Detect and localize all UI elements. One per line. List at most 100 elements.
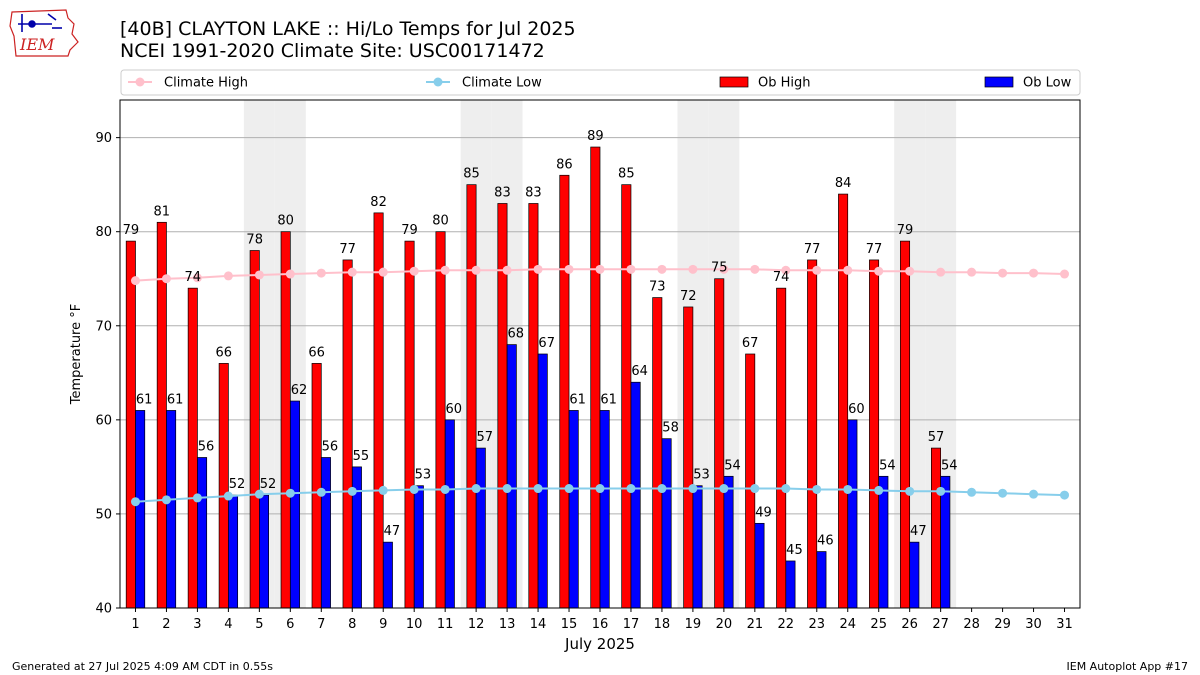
x-tick-label-23: 23 xyxy=(809,617,826,632)
climate-low-point-13 xyxy=(502,484,512,494)
climate-low-point-29 xyxy=(998,488,1008,498)
chart-title: [40B] CLAYTON LAKE :: Hi/Lo Temps for Ju… xyxy=(120,18,576,40)
climate-high-point-20 xyxy=(719,264,729,274)
ob-low-bar-13 xyxy=(506,344,517,609)
climate-low-point-12 xyxy=(471,484,481,494)
ob-high-label-26: 79 xyxy=(897,223,914,238)
ob-high-bar-15 xyxy=(559,174,570,609)
y-tick-label-40: 40 xyxy=(95,602,112,617)
climate-high-point-22 xyxy=(781,265,791,275)
x-tick-label-19: 19 xyxy=(685,617,702,632)
ob-high-label-6: 80 xyxy=(277,214,294,229)
ob-low-bar-22 xyxy=(785,560,796,609)
ob-high-bar-13 xyxy=(497,203,508,609)
x-tick-label-27: 27 xyxy=(932,617,949,632)
ob-high-label-15: 86 xyxy=(556,157,573,172)
ob-low-bar-5 xyxy=(259,494,269,609)
x-tick-label-12: 12 xyxy=(468,617,485,632)
legend-swatch-ob-low xyxy=(984,76,1014,88)
ob-high-label-25: 77 xyxy=(866,242,883,257)
y-tick-label-50: 50 xyxy=(95,507,112,522)
x-tick-label-30: 30 xyxy=(1025,617,1042,632)
climate-low-point-22 xyxy=(781,484,791,494)
ob-high-label-7: 66 xyxy=(308,345,325,360)
climate-low-point-7 xyxy=(316,487,326,497)
climate-low-point-10 xyxy=(409,484,419,494)
iem-logo: IEM xyxy=(9,9,79,57)
ob-low-bar-15 xyxy=(568,410,579,609)
ob-high-bar-21 xyxy=(745,353,756,609)
legend-marker-climate-low xyxy=(433,77,443,87)
ob-low-label-11: 60 xyxy=(446,402,463,417)
ob-high-label-2: 81 xyxy=(154,204,171,219)
ob-high-label-20: 75 xyxy=(711,261,728,276)
legend: Climate High Climate Low Ob High Ob Low xyxy=(120,69,1081,96)
ob-high-bar-17 xyxy=(621,184,632,609)
ob-low-bar-20 xyxy=(723,475,734,609)
climate-low-point-30 xyxy=(1029,489,1039,499)
ob-high-bar-27 xyxy=(931,447,941,609)
climate-high-point-26 xyxy=(905,266,915,276)
ob-low-bar-10 xyxy=(413,485,424,609)
climate-low-point-21 xyxy=(750,484,760,494)
climate-high-point-16 xyxy=(595,264,605,274)
climate-low-point-15 xyxy=(564,484,574,494)
ob-low-bar-2 xyxy=(166,410,177,609)
y-tick-label-70: 70 xyxy=(95,319,112,334)
ob-high-label-16: 89 xyxy=(587,129,604,144)
ob-low-label-19: 53 xyxy=(693,468,710,483)
x-tick-label-26: 26 xyxy=(901,617,918,632)
climate-low-point-2 xyxy=(161,495,171,505)
climate-low-point-27 xyxy=(936,486,946,496)
ob-high-label-10: 79 xyxy=(401,223,418,238)
x-tick-label-11: 11 xyxy=(437,617,454,632)
ob-low-bar-6 xyxy=(289,400,300,609)
ob-low-label-2: 61 xyxy=(167,392,184,407)
app-label: IEM Autoplot App #17 xyxy=(1066,660,1189,673)
ob-low-label-21: 49 xyxy=(755,505,772,520)
ob-low-bar-25 xyxy=(878,475,889,609)
ob-low-bar-7 xyxy=(320,457,331,609)
x-tick-label-15: 15 xyxy=(561,617,578,632)
ob-high-label-4: 66 xyxy=(215,345,232,360)
ob-high-label-19: 72 xyxy=(680,289,697,304)
ob-high-label-22: 74 xyxy=(773,270,790,285)
climate-lines xyxy=(130,264,1070,507)
climate-low-point-3 xyxy=(192,493,202,503)
legend-swatch-ob-high xyxy=(719,76,749,88)
x-tick-label-22: 22 xyxy=(778,617,795,632)
climate-low-point-14 xyxy=(533,484,543,494)
ob-high-bar-4 xyxy=(218,363,229,609)
climate-high-point-2 xyxy=(161,274,171,284)
ob-low-label-3: 56 xyxy=(198,439,215,454)
ob-low-bar-17 xyxy=(630,381,641,609)
logo-text: IEM xyxy=(19,35,55,54)
ob-low-bar-4 xyxy=(228,494,239,609)
ob-high-bar-19 xyxy=(683,306,694,609)
x-tick-label-2: 2 xyxy=(162,617,170,632)
climate-low-point-19 xyxy=(688,484,698,494)
y-tick-label-60: 60 xyxy=(95,413,112,428)
x-tick-label-25: 25 xyxy=(870,617,887,632)
climate-low-point-24 xyxy=(843,484,853,494)
ob-high-label-3: 74 xyxy=(185,270,202,285)
ob-low-label-1: 61 xyxy=(136,392,153,407)
climate-low-point-25 xyxy=(874,485,884,495)
ob-high-bar-10 xyxy=(404,240,415,609)
climate-low-point-17 xyxy=(626,484,636,494)
climate-low-point-1 xyxy=(130,497,140,507)
ob-low-label-23: 46 xyxy=(817,534,834,549)
climate-high-point-31 xyxy=(1060,269,1070,279)
ob-low-bar-26 xyxy=(909,541,920,609)
climate-low-point-9 xyxy=(378,485,388,495)
climate-high-point-10 xyxy=(409,266,419,276)
x-tick-label-17: 17 xyxy=(623,617,640,632)
data-labels: 79 61 81 61 74 56 66 52 78 52 80 62 66 56 77 55 82 47 79 53… xyxy=(123,129,958,558)
ob-low-bar-11 xyxy=(444,419,455,609)
ob-high-bar-3 xyxy=(187,287,198,609)
ob-low-bar-23 xyxy=(816,551,827,609)
ob-high-bar-24 xyxy=(838,193,849,609)
ob-low-label-14: 67 xyxy=(538,336,555,351)
